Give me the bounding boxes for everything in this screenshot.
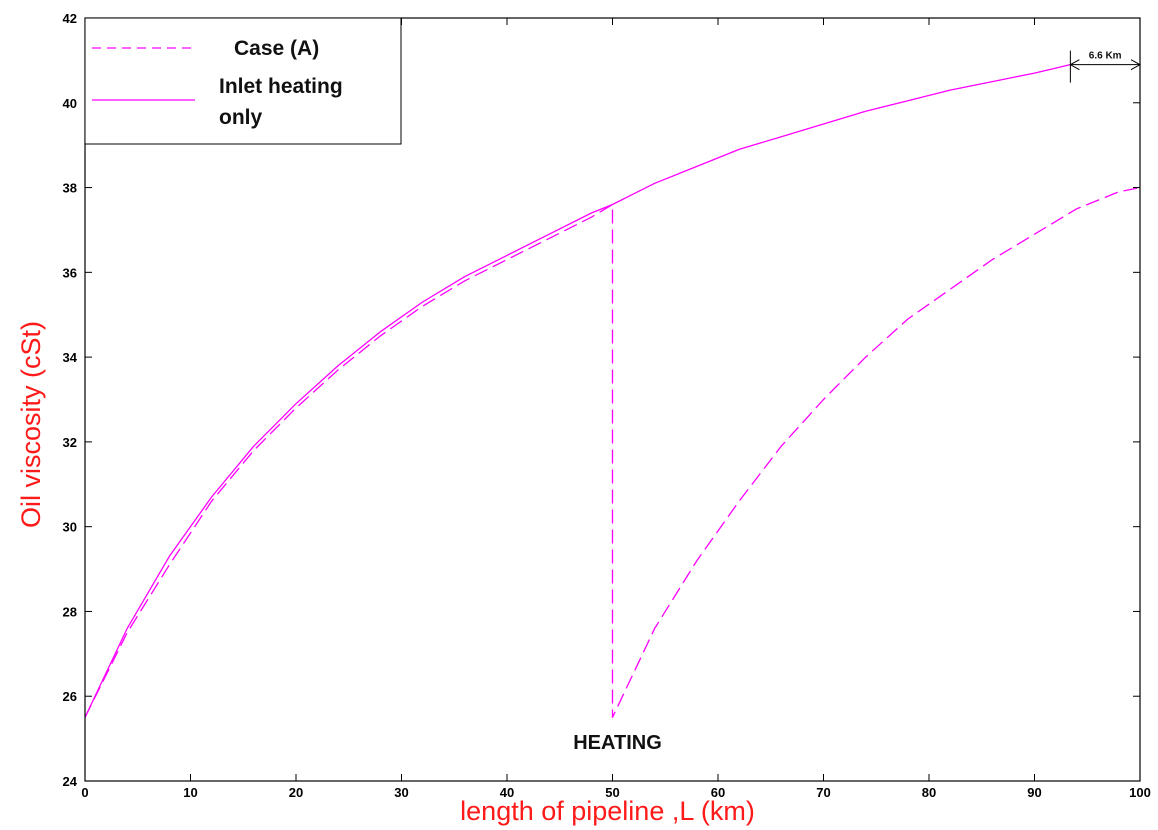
arrow-left-icon xyxy=(1069,59,1080,71)
x-tick-label: 10 xyxy=(183,785,197,800)
plot-area xyxy=(84,63,1141,719)
x-tick-label: 60 xyxy=(711,785,725,800)
x-axis-title: length of pipeline ,L (km) xyxy=(460,796,755,826)
y-tick-label: 36 xyxy=(63,265,77,280)
distance-annotation-label: 6.6 Km xyxy=(1089,51,1122,62)
y-tick-label: 24 xyxy=(63,774,78,789)
x-tick-label: 50 xyxy=(605,785,619,800)
x-tick-label: 20 xyxy=(289,785,303,800)
x-tick-label: 90 xyxy=(1027,785,1041,800)
legend-box xyxy=(84,17,402,145)
y-tick-label: 28 xyxy=(63,604,77,619)
legend-label-inlet-heating-line1: Inlet heating xyxy=(219,75,343,98)
legend-label-inlet-heating-line2: only xyxy=(219,106,262,129)
x-tick-label: 0 xyxy=(81,785,88,800)
x-tick-label: 40 xyxy=(500,785,514,800)
y-tick-label: 34 xyxy=(63,350,78,365)
y-axis-title: Oil viscosity (cSt) xyxy=(16,321,46,528)
series-line-inlet-heating xyxy=(84,63,1071,718)
series-line-case-a xyxy=(84,186,1141,719)
arrow-right-icon xyxy=(1130,59,1142,71)
y-tick-label: 38 xyxy=(63,181,77,196)
y-tick-label: 26 xyxy=(63,689,77,704)
x-tick-label: 30 xyxy=(394,785,408,800)
annotations: HEATING 6.6 Km xyxy=(573,50,1142,754)
legend: Case (A) Inlet heating only xyxy=(84,17,402,145)
y-tick-label: 42 xyxy=(63,11,77,26)
x-tick-label: 100 xyxy=(1129,785,1151,800)
x-tick-label: 80 xyxy=(922,785,936,800)
legend-label-case-a: Case (A) xyxy=(234,37,319,60)
y-tick-label: 30 xyxy=(63,520,77,535)
ticks: 0 10 20 30 40 50 60 70 80 90 100 24 26 28 30 32 34 36 38 40… xyxy=(63,11,1151,800)
heating-annotation: HEATING xyxy=(573,732,662,754)
y-tick-label: 32 xyxy=(63,435,77,450)
y-tick-label: 40 xyxy=(63,96,77,111)
x-tick-label: 70 xyxy=(816,785,830,800)
